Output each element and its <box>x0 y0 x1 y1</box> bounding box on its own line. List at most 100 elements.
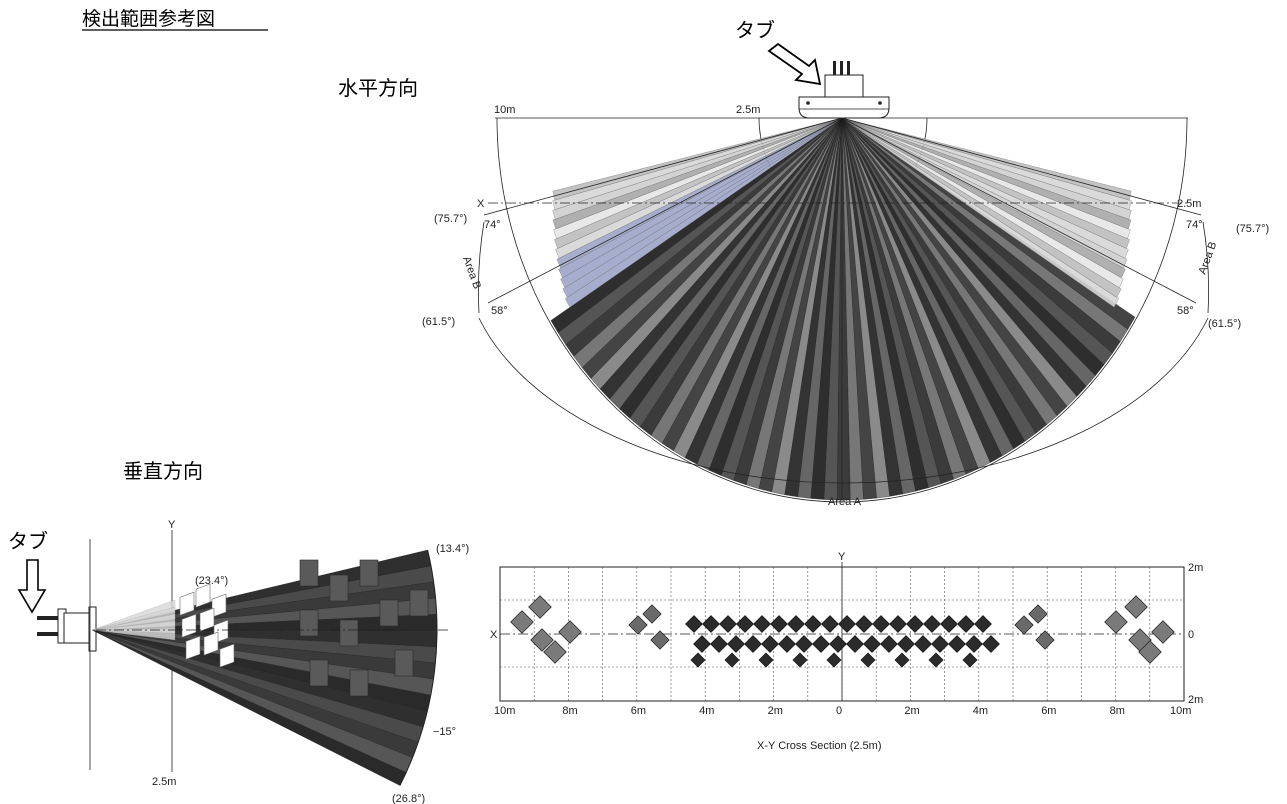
detection-block <box>974 615 992 633</box>
area-a-arc <box>478 317 1209 484</box>
detection-block <box>744 635 762 653</box>
detection-block <box>846 635 864 653</box>
detection-block <box>957 615 975 633</box>
vertical-tab-arrow-icon <box>17 559 47 614</box>
detection-block <box>719 615 737 633</box>
vertical-beam-pattern <box>91 549 438 786</box>
vertical-block <box>219 643 235 668</box>
cross-section-x-label: X <box>490 629 498 641</box>
detection-block <box>710 635 728 653</box>
detection-block <box>855 615 873 633</box>
vertical-block-far <box>309 659 329 687</box>
detection-block <box>889 615 907 633</box>
angle-58-left: 58° <box>491 305 508 317</box>
range-near-right-label: 2.5m <box>1177 198 1201 210</box>
x-tick-label: 6m <box>1041 705 1056 717</box>
vertical-block <box>203 631 219 656</box>
x-tick-label: 2m <box>904 705 919 717</box>
range-near-label: 2.5m <box>736 104 760 116</box>
area-a-label: Area A <box>828 496 862 508</box>
detection-block <box>906 615 924 633</box>
detection-block <box>923 615 941 633</box>
detection-block <box>510 610 534 634</box>
x-tick-label: 2m <box>768 705 783 717</box>
detection-block <box>770 615 788 633</box>
x-tick-label: 10m <box>494 705 515 717</box>
detection-block <box>965 635 983 653</box>
detection-block <box>690 652 706 668</box>
detection-block <box>628 615 648 635</box>
detection-block <box>897 635 915 653</box>
vertical-block <box>199 607 215 632</box>
angle-757-left: (75.7°) <box>434 213 467 225</box>
vertical-range-arc <box>399 549 438 786</box>
y-tick-label: 2m <box>1188 562 1203 574</box>
detection-block <box>753 615 771 633</box>
beam-area-b <box>552 117 843 201</box>
angle-268: (26.8°) <box>392 793 425 804</box>
angle-74-right: 74° <box>1186 219 1203 231</box>
angle-615-left: (61.5°) <box>422 316 455 328</box>
detection-block <box>724 652 740 668</box>
y-tick-label: 0 <box>1188 629 1194 641</box>
x-tick-label: 4m <box>973 705 988 717</box>
horizontal-beam-pattern <box>550 117 1136 501</box>
tab-arrow-icon <box>767 42 822 86</box>
detection-block <box>792 652 808 668</box>
detection-block <box>872 615 890 633</box>
area-b-right-label: Area B <box>1197 240 1220 276</box>
detection-block <box>530 628 554 652</box>
line-74-left <box>483 117 843 216</box>
cross-section-y-label: Y <box>838 551 846 563</box>
angle-134: (13.4°) <box>436 543 469 555</box>
detection-block <box>914 635 932 653</box>
detection-block <box>1124 595 1148 619</box>
detection-block <box>821 615 839 633</box>
detection-block <box>863 635 881 653</box>
detection-block <box>829 635 847 653</box>
x-axis-label: X <box>477 198 485 210</box>
detection-block <box>894 652 910 668</box>
detection-block <box>804 615 822 633</box>
x-tick-label: 4m <box>699 705 714 717</box>
detection-block <box>778 635 796 653</box>
vertical-block-far <box>379 599 399 627</box>
page-title: 検出範囲参考図 <box>82 8 215 30</box>
vertical-block-far <box>394 649 414 677</box>
vertical-block <box>211 593 227 618</box>
angle-74-left: 74° <box>484 219 501 231</box>
vertical-near-beam <box>91 627 176 641</box>
range-far-label: 10m <box>494 104 515 116</box>
detection-block <box>982 635 1000 653</box>
line-58-left <box>487 117 843 304</box>
detection-block <box>928 652 944 668</box>
detection-block <box>558 620 582 644</box>
cross-section-blocks <box>510 595 1175 668</box>
angle-m15: −15° <box>433 726 456 738</box>
area-b-right-arc <box>1202 221 1209 314</box>
detection-block <box>1104 610 1128 634</box>
detection-block <box>761 635 779 653</box>
detection-block <box>727 635 745 653</box>
vertical-tab-label: タブ <box>8 529 48 553</box>
vertical-block-far <box>339 619 359 647</box>
detection-block <box>693 635 711 653</box>
detection-block <box>736 615 754 633</box>
x-tick-label: 8m <box>1110 705 1125 717</box>
sensor-side-view <box>37 606 97 652</box>
detection-block <box>1014 615 1034 635</box>
detection-block <box>812 635 830 653</box>
area-b-left-arc <box>478 221 485 314</box>
detection-block <box>1151 620 1175 644</box>
detection-block <box>650 630 670 650</box>
angle-234: (23.4°) <box>195 575 228 587</box>
x-tick-label: 0 <box>836 705 842 717</box>
detection-block <box>685 615 703 633</box>
horizontal-heading: 水平方向 <box>338 76 418 100</box>
angle-757-right: (75.7°) <box>1236 223 1269 235</box>
detection-block <box>860 652 876 668</box>
detection-block <box>795 635 813 653</box>
x-tick-label: 6m <box>631 705 646 717</box>
angle-615-right: (61.5°) <box>1208 318 1241 330</box>
